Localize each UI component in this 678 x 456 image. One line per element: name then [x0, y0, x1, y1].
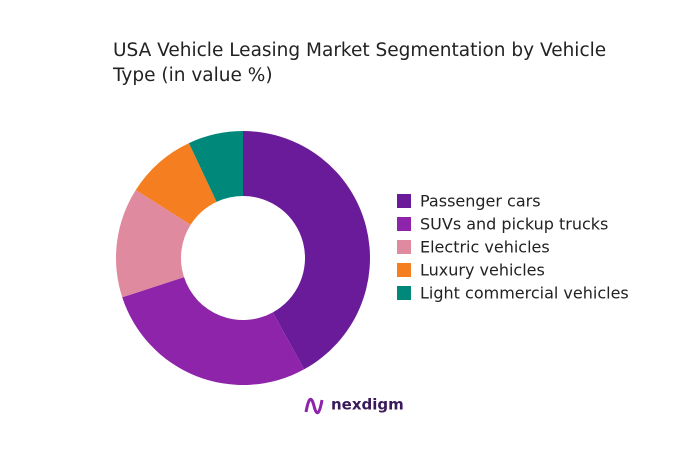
donut-slice	[243, 131, 371, 370]
legend-swatch	[397, 217, 411, 231]
donut-slice	[135, 143, 217, 225]
chart-title: USA Vehicle Leasing Market Segmentation …	[113, 40, 607, 86]
brand-logo	[304, 397, 324, 415]
legend-swatch	[397, 286, 411, 300]
legend-label: SUVs and pickup trucks	[420, 215, 608, 234]
legend-label: Light commercial vehicles	[420, 284, 629, 303]
legend-swatch	[397, 194, 411, 208]
donut-slice	[188, 131, 243, 202]
legend-swatch	[397, 240, 411, 254]
legend-label: Luxury vehicles	[420, 261, 545, 280]
legend-label: Passenger cars	[420, 192, 541, 211]
legend-label: Electric vehicles	[420, 238, 550, 257]
legend-swatch	[397, 263, 411, 277]
donut-slice	[122, 277, 305, 385]
donut-slice	[116, 189, 191, 298]
brand-name: nexdigm	[331, 396, 404, 414]
